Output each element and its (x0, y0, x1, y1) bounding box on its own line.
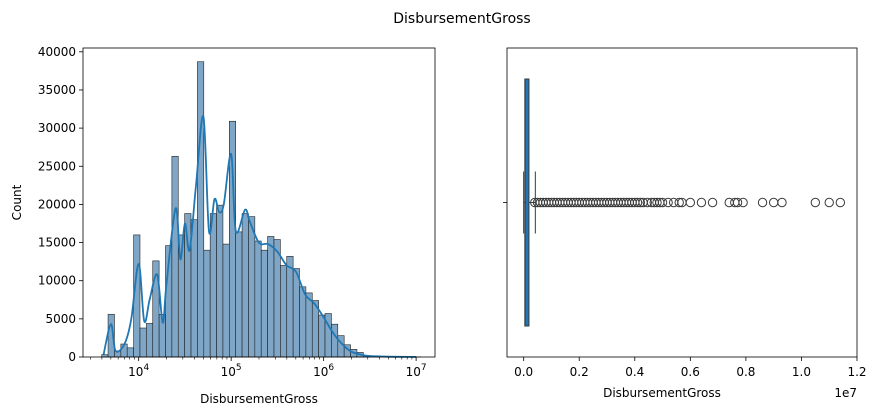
outlier-point (835, 197, 846, 208)
y-tick-label: 35000 (38, 83, 76, 97)
outlier-point (657, 197, 668, 208)
histogram-bar (248, 216, 256, 358)
outlier-point (824, 197, 834, 208)
histogram-bar (241, 213, 249, 358)
outlier-point (707, 197, 718, 208)
outlier-point (642, 197, 652, 208)
histogram-bar (286, 255, 294, 358)
x-tick-label: 104 (128, 363, 149, 379)
figure-title: DisbursementGross (393, 11, 530, 27)
histogram-bar (190, 219, 198, 358)
boxplot-x-multiplier: 1e7 (834, 386, 857, 400)
x-tick-label: 106 (313, 363, 334, 379)
x-tick-label: 0.6 (681, 365, 700, 379)
boxplot-axes-frame (506, 47, 858, 358)
outlier-point (696, 197, 707, 208)
histogram-bar (299, 286, 307, 358)
y-tick-label: 40000 (38, 45, 76, 59)
histogram-bar (203, 249, 211, 358)
outlier-point (635, 197, 646, 208)
x-tick-label: 1.0 (792, 365, 811, 379)
histogram-bar (331, 323, 339, 358)
y-tick-label: 30000 (38, 121, 76, 135)
x-tick-label: 1.2 (847, 365, 866, 379)
histogram-bar (139, 327, 147, 358)
outlier-point (738, 197, 748, 208)
y-tick-label: 5000 (45, 312, 76, 326)
y-tick-label: 20000 (38, 197, 76, 211)
x-tick-label: 0.4 (625, 365, 644, 379)
histogram-bar (216, 204, 224, 358)
histogram-y-axis-label: Count (10, 184, 24, 220)
histogram-bar (222, 243, 230, 358)
histogram-bar (126, 347, 134, 358)
outlier-point (632, 197, 643, 208)
histogram-bar (305, 292, 313, 358)
boxplot-panel: 0.0 0.2 0.4 0.6 0.8 1.0 1.2 DisbursementGross … (503, 47, 867, 400)
x-tick-label: 0.2 (570, 365, 589, 379)
y-tick-label: 15000 (38, 236, 76, 250)
x-tick-label: 0.0 (514, 365, 533, 379)
histogram-bar (235, 231, 243, 358)
outlier-point (810, 197, 821, 208)
histogram-bar (273, 239, 281, 358)
outlier-point (663, 197, 673, 208)
kde-line (102, 115, 417, 358)
histogram-bar (260, 249, 268, 358)
histogram-bar (184, 213, 192, 358)
boxplot-x-axis-label: DisbursementGross (603, 386, 721, 400)
histogram-panel: 0 5000 10000 15000 20000 25000 30000 35000 40000… (10, 45, 436, 406)
histogram-bar (280, 265, 288, 358)
x-tick-label: 107 (406, 363, 427, 379)
outlier-point (768, 197, 779, 208)
histogram-bar (146, 323, 154, 358)
histogram-x-axis-label: DisbursementGross (200, 392, 318, 406)
histogram-bar (171, 156, 179, 358)
histogram-bar (318, 314, 326, 358)
histogram-bar (197, 61, 205, 358)
outlier-point (674, 197, 684, 208)
x-tick-label: 105 (221, 363, 242, 379)
histogram-bar (292, 268, 300, 358)
x-tick-label: 0.8 (736, 365, 755, 379)
histogram-bar (267, 236, 275, 358)
y-tick-label: 25000 (38, 159, 76, 173)
outlier-point (732, 197, 743, 208)
histogram-bar (209, 213, 217, 358)
y-tick-label: 10000 (38, 274, 76, 288)
outlier-point (652, 197, 662, 208)
outlier-point (685, 197, 696, 208)
histogram-bar (254, 240, 262, 358)
outlier-point (777, 197, 787, 208)
outlier-point (757, 197, 768, 208)
y-tick-label: 0 (68, 350, 76, 364)
